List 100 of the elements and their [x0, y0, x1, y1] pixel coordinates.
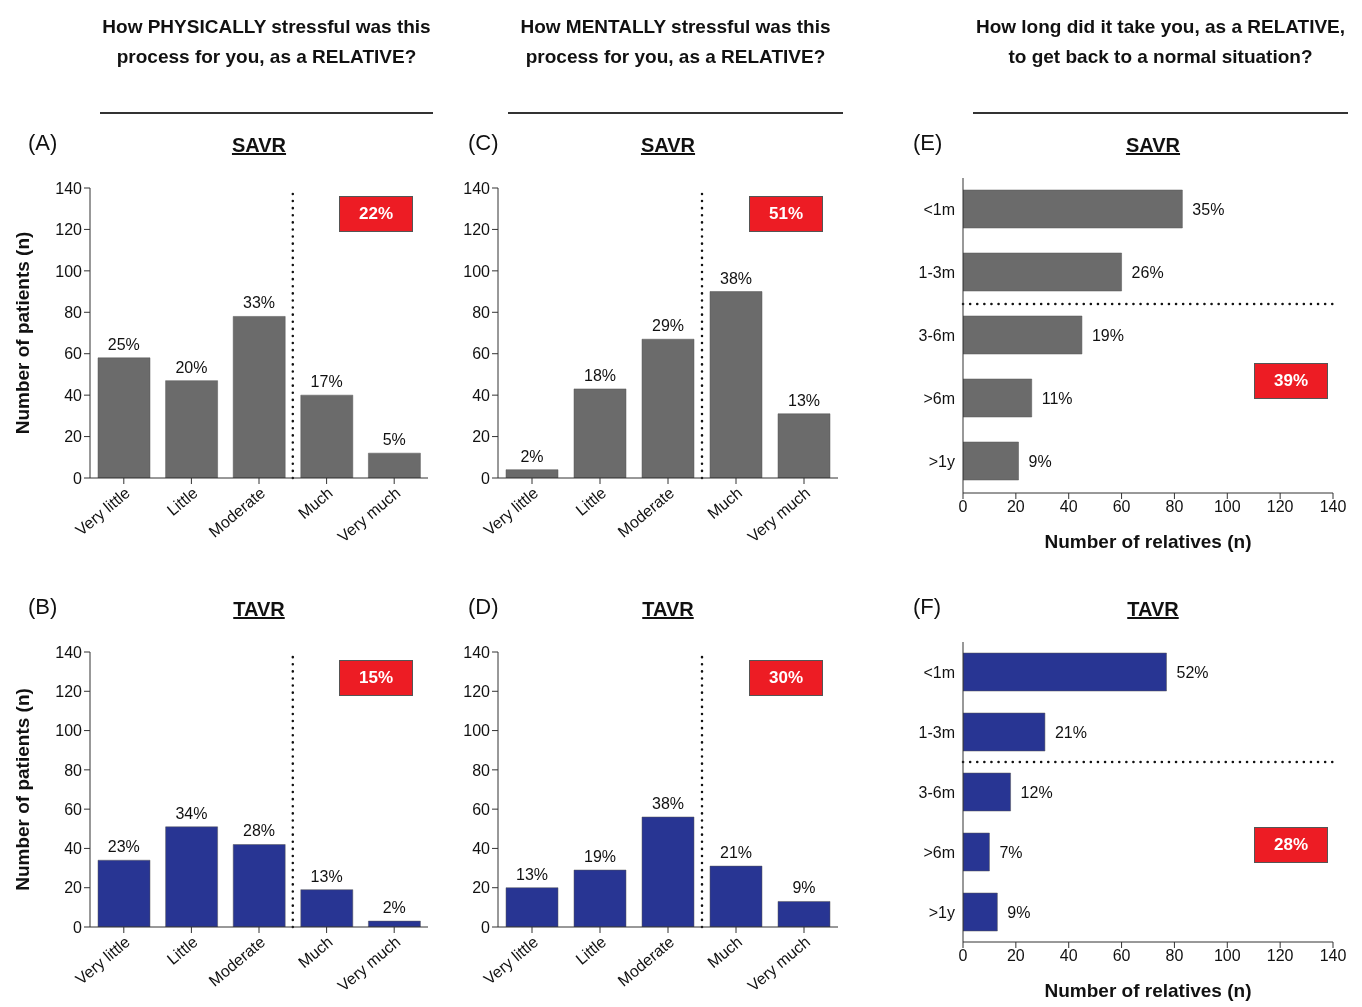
- y-tick-label: 40: [64, 386, 83, 404]
- bar: [963, 772, 1011, 812]
- x-tick-label: 80: [1165, 498, 1184, 516]
- annotation: 13%: [515, 865, 549, 883]
- annotation: 2%: [382, 899, 406, 917]
- bar: [232, 316, 286, 478]
- y-tick-label: 1-3m: [918, 264, 955, 282]
- chart-subtitle: SAVR: [639, 134, 697, 157]
- annotation: 20%: [175, 358, 208, 376]
- annotation: 21%: [1054, 723, 1087, 741]
- annotation: 23%: [107, 838, 140, 856]
- annotation: 30%: [749, 660, 823, 696]
- text: (A): [28, 130, 58, 156]
- annotation: 51%: [749, 196, 823, 232]
- y-tick-label: 140: [463, 179, 491, 197]
- x-tick-label: 20: [1006, 498, 1025, 516]
- bar: [505, 887, 559, 927]
- y-axis-title: Number of patients (n): [11, 231, 33, 435]
- y-tick-label: 20: [472, 428, 491, 446]
- y-tick-label: <1m: [923, 663, 955, 681]
- annotation: 39%: [1254, 363, 1328, 399]
- annotation: 9%: [1028, 453, 1052, 471]
- x-tick-label: 100: [1213, 498, 1241, 516]
- annotation: 35%: [1192, 201, 1225, 219]
- annotation: 13%: [310, 867, 343, 885]
- annotation: 19%: [1091, 327, 1124, 345]
- annotation: 9%: [792, 879, 816, 897]
- chart-title: How long did it take you, as a RELATIVE, to get back to a normal situation?: [973, 8, 1348, 114]
- annotation: 12%: [1020, 783, 1053, 801]
- y-tick-label: >1y: [928, 453, 955, 471]
- text: (D): [468, 594, 499, 620]
- y-tick-label: 100: [463, 262, 491, 280]
- bar: [505, 469, 559, 478]
- bar: [165, 380, 218, 478]
- annotation: 29%: [651, 317, 685, 335]
- x-tick-label: 0: [958, 498, 968, 516]
- annotation: 7%: [999, 843, 1023, 861]
- annotation: 38%: [651, 794, 685, 812]
- annotation: 19%: [583, 848, 617, 866]
- annotation: 13%: [787, 391, 821, 409]
- y-tick-label: 120: [55, 682, 83, 700]
- annotation: 25%: [107, 335, 140, 353]
- annotation: 9%: [1007, 903, 1031, 921]
- y-tick-label: 40: [64, 840, 83, 858]
- x-tick-label: 100: [1213, 947, 1241, 965]
- bar: [573, 388, 627, 478]
- annotation: 18%: [583, 366, 617, 384]
- y-tick-label: 80: [64, 761, 83, 779]
- x-tick-label: 20: [1006, 947, 1025, 965]
- bar: [573, 869, 627, 927]
- bar: [641, 338, 695, 478]
- y-axis-title: Number of patients (n): [11, 688, 33, 891]
- x-tick-label: Little: [572, 483, 610, 519]
- y-tick-label: >6m: [923, 390, 955, 408]
- annotation: 5%: [382, 431, 406, 449]
- y-tick-label: 20: [64, 428, 83, 446]
- y-tick-label: 120: [463, 682, 491, 700]
- annotation: 2%: [520, 447, 544, 465]
- bar: [300, 394, 354, 478]
- bar: [709, 291, 763, 478]
- bar: [368, 452, 421, 478]
- text: (C): [468, 130, 499, 156]
- chart-title: How PHYSICALLY stressful was this process for you, as a RELATIVE?: [100, 8, 433, 114]
- annotation: 21%: [719, 844, 753, 862]
- bar: [963, 712, 1046, 752]
- chart-title: How MENTALLY stressful was this process for you, as a RELATIVE?: [508, 8, 843, 114]
- bar: [368, 920, 421, 927]
- x-tick-label: 140: [1319, 498, 1347, 516]
- y-tick-label: 40: [472, 386, 491, 404]
- annotation: 38%: [719, 269, 753, 287]
- x-axis-title: Number of relatives (n): [1044, 531, 1252, 552]
- chart-title: TAVR: [1126, 598, 1180, 621]
- y-tick-label: 100: [55, 722, 83, 740]
- y-tick-label: 100: [463, 722, 491, 740]
- annotation: 26%: [1131, 264, 1164, 282]
- bar: [963, 315, 1083, 355]
- y-tick-label: 100: [55, 262, 83, 280]
- x-tick-label: 40: [1059, 498, 1078, 516]
- y-tick-label: 120: [463, 221, 491, 239]
- y-tick-label: 140: [463, 643, 491, 661]
- text: (B): [28, 594, 58, 620]
- bar: [300, 889, 354, 927]
- annotation: 11%: [1041, 390, 1073, 408]
- annotation: 52%: [1176, 663, 1209, 681]
- y-tick-label: 140: [55, 643, 83, 661]
- bar: [232, 844, 286, 927]
- bar: [97, 357, 151, 478]
- x-tick-label: 120: [1266, 947, 1294, 965]
- annotation: 17%: [310, 373, 343, 391]
- x-tick-label: 0: [958, 947, 968, 965]
- bar: [777, 413, 831, 478]
- bar: [709, 865, 763, 927]
- annotation: 28%: [1254, 827, 1328, 863]
- x-tick-label: 80: [1165, 947, 1184, 965]
- x-tick-label: Little: [163, 483, 201, 519]
- y-tick-label: 20: [64, 879, 83, 897]
- y-tick-label: 80: [64, 303, 83, 321]
- x-tick-label: 60: [1112, 498, 1131, 516]
- x-tick-label: 120: [1266, 498, 1294, 516]
- annotation: 34%: [175, 804, 208, 822]
